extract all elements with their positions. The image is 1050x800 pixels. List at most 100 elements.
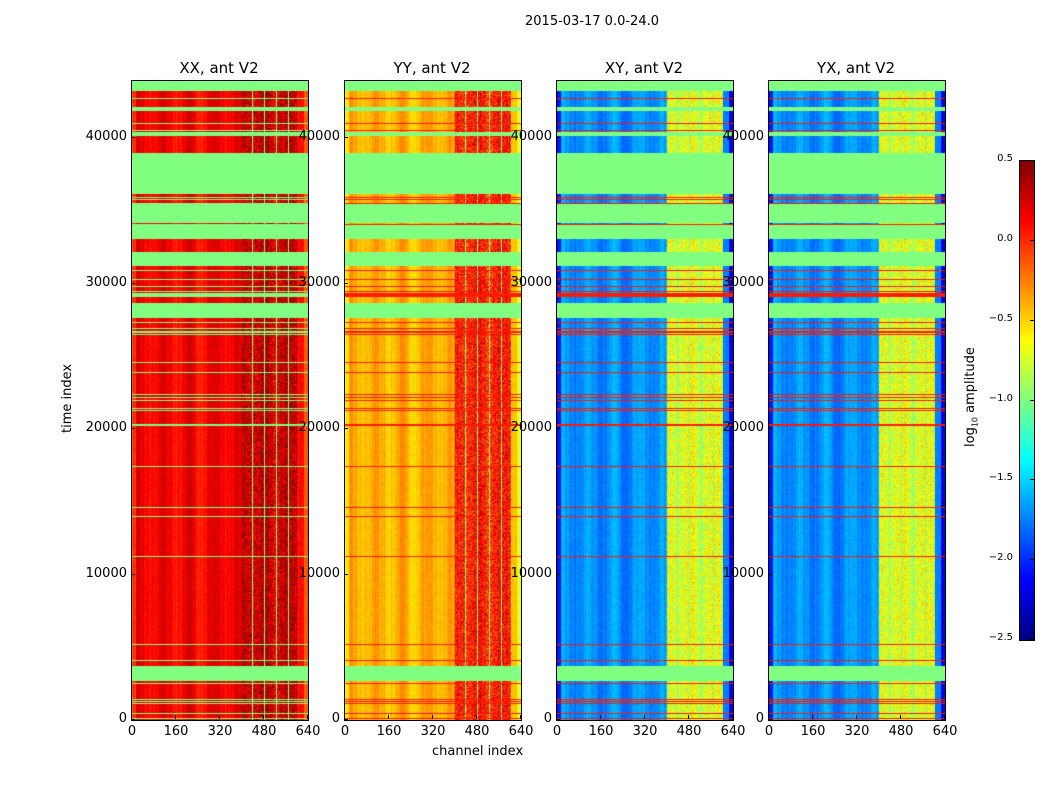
y-tick-label: 20000 xyxy=(298,420,340,436)
x-tick xyxy=(307,715,308,719)
y-tick-label: 0 xyxy=(543,711,552,726)
y-tick xyxy=(768,573,772,575)
x-tick-label: 0 xyxy=(127,724,137,739)
y-tick-label: 20000 xyxy=(722,420,764,436)
x-tick-label: 0 xyxy=(764,724,774,739)
colorbar-tick-label: −1.0 xyxy=(988,392,1013,404)
y-tick-label: 40000 xyxy=(85,129,127,145)
y-tick xyxy=(556,282,560,284)
y-tick xyxy=(131,282,135,284)
x-tick-label: 320 xyxy=(207,724,233,739)
y-tick xyxy=(556,137,560,139)
x-tick xyxy=(219,715,220,719)
colorbar-tick-label: −2.0 xyxy=(988,552,1013,564)
heatmap-image xyxy=(345,81,521,720)
colorbar-tick-label: −1.5 xyxy=(988,472,1013,484)
y-tick xyxy=(131,137,135,139)
y-tick-label: 10000 xyxy=(298,565,340,581)
y-tick xyxy=(131,573,135,575)
x-tick xyxy=(600,715,601,719)
panel-title: YX, ant V2 xyxy=(816,59,896,77)
x-tick xyxy=(812,715,813,719)
y-tick-label: 40000 xyxy=(298,129,340,145)
y-tick xyxy=(556,573,560,575)
y-tick xyxy=(768,719,772,720)
x-tick-label: 480 xyxy=(676,724,702,739)
x-tick-label: 640 xyxy=(932,724,958,739)
x-tick-label: 160 xyxy=(588,724,614,739)
x-axis-label: channel index xyxy=(432,744,524,759)
y-tick-label: 30000 xyxy=(722,274,764,290)
x-tick-label: 480 xyxy=(464,724,490,739)
y-tick-label: 0 xyxy=(331,711,340,726)
x-tick xyxy=(263,715,264,719)
heatmap-panel xyxy=(556,80,734,721)
x-tick xyxy=(556,715,557,719)
y-tick-label: 30000 xyxy=(85,274,127,290)
colorbar-tick xyxy=(1030,639,1034,640)
x-tick-label: 160 xyxy=(163,724,189,739)
x-tick-label: 0 xyxy=(340,724,350,739)
y-tick-label: 10000 xyxy=(85,565,127,581)
y-tick xyxy=(344,282,348,284)
x-tick-label: 160 xyxy=(800,724,826,739)
x-tick-label: 640 xyxy=(720,724,746,739)
y-tick xyxy=(768,282,772,284)
x-tick-label: 480 xyxy=(888,724,914,739)
y-tick xyxy=(344,137,348,139)
colorbar-tick xyxy=(1030,559,1034,561)
x-tick xyxy=(856,715,857,719)
y-tick xyxy=(131,428,135,430)
y-tick xyxy=(556,428,560,430)
x-tick-label: 320 xyxy=(420,724,446,739)
colorbar-tick-label: −2.5 xyxy=(988,632,1013,643)
colorbar-tick-label: 0.5 xyxy=(997,153,1013,164)
x-tick-label: 320 xyxy=(632,724,658,739)
x-tick xyxy=(944,715,945,719)
colorbar-label: log10 amplitude xyxy=(963,347,980,447)
x-tick xyxy=(175,715,176,719)
x-tick xyxy=(520,715,521,719)
x-tick-label: 480 xyxy=(251,724,277,739)
x-tick-label: 640 xyxy=(508,724,534,739)
x-tick xyxy=(768,715,769,719)
colorbar-tick-label: −0.5 xyxy=(988,312,1013,324)
heatmap-panel xyxy=(768,80,946,721)
y-tick-label: 40000 xyxy=(510,129,552,145)
x-tick xyxy=(644,715,645,719)
panel-title: XX, ant V2 xyxy=(179,59,259,77)
colorbar xyxy=(1019,160,1035,641)
y-tick-label: 30000 xyxy=(298,274,340,290)
y-tick-label: 0 xyxy=(755,711,764,726)
heatmap-panel xyxy=(344,80,522,721)
x-tick-label: 640 xyxy=(295,724,321,739)
y-tick-label: 20000 xyxy=(85,420,127,436)
colorbar-tick xyxy=(1030,239,1034,241)
x-tick xyxy=(432,715,433,719)
y-tick-label: 10000 xyxy=(722,565,764,581)
heatmap-image xyxy=(557,81,733,720)
y-tick-label: 40000 xyxy=(722,129,764,145)
y-tick-label: 20000 xyxy=(510,420,552,436)
y-tick xyxy=(344,428,348,430)
colorbar-tick xyxy=(1030,399,1034,401)
x-tick xyxy=(732,715,733,719)
heatmap-panel xyxy=(131,80,309,721)
y-tick xyxy=(768,137,772,139)
colorbar-tick xyxy=(1030,319,1034,321)
y-tick xyxy=(344,719,348,720)
x-tick-label: 160 xyxy=(376,724,402,739)
y-tick-label: 10000 xyxy=(510,565,552,581)
figure-suptitle: 2015-03-17 0.0-24.0 xyxy=(525,14,659,29)
x-tick-label: 320 xyxy=(844,724,870,739)
x-tick xyxy=(900,715,901,719)
y-tick xyxy=(556,719,560,720)
y-tick-label: 0 xyxy=(118,711,127,726)
panel-title: YY, ant V2 xyxy=(393,59,471,77)
heatmap-image xyxy=(769,81,945,720)
heatmap-image xyxy=(132,81,308,720)
colorbar-tick xyxy=(1030,160,1034,161)
colorbar-tick xyxy=(1030,479,1034,481)
y-tick xyxy=(344,573,348,575)
